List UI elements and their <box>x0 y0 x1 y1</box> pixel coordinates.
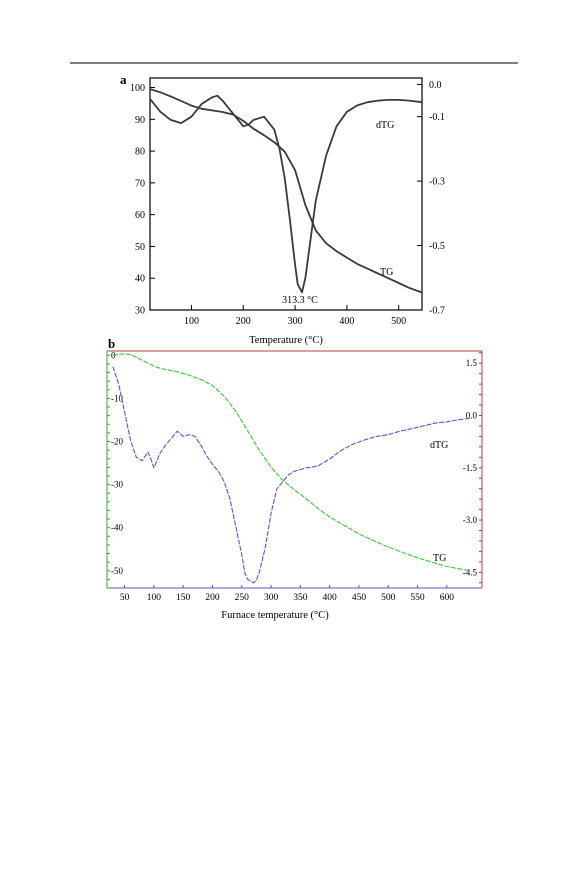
panel-a-plot-frame <box>149 77 423 311</box>
b-x-tick-label: 200 <box>205 593 220 603</box>
b-y-left-tick-label: -10 <box>111 393 123 403</box>
b-x-tick-label: 550 <box>410 593 425 603</box>
b-x-tick-label: 150 <box>176 593 191 603</box>
a-y-right-tick-label: -0.5 <box>429 241 445 252</box>
b-y-left-tick-label: -40 <box>111 523 123 533</box>
b-y-right-tick-label: -4.5 <box>463 567 478 577</box>
b-x-tick-label: 450 <box>352 593 367 603</box>
a-y-left-tick-label: 90 <box>135 115 145 126</box>
b-y-right-tick-label: -1.5 <box>463 463 478 473</box>
a-series-dtg-line <box>149 94 423 294</box>
panel-b-tg-label: TG <box>433 553 446 564</box>
a-y-right-tick-label: 0.0 <box>429 80 442 91</box>
a-y-left-tick-label: 100 <box>130 83 145 94</box>
b-x-tick-label: 400 <box>323 593 338 603</box>
a-y-left-tick-label: 50 <box>135 242 145 253</box>
a-y-right-tick-label: -0.1 <box>429 112 445 123</box>
b-x-tick-label: 350 <box>293 593 308 603</box>
panel-b-label: b <box>108 336 115 351</box>
panel-a-annotation: 313.3 °C <box>282 295 318 306</box>
b-y-left-tick-label: -50 <box>111 566 123 576</box>
panel-b-series <box>112 353 471 584</box>
a-y-left-tick-label: 40 <box>135 274 145 285</box>
a-y-left-tick-label: 60 <box>135 210 145 221</box>
a-series-tg-line <box>149 88 423 294</box>
b-y-left-tick-label: -30 <box>111 480 123 490</box>
panel-a-dtg-label: dTG <box>376 120 394 131</box>
b-x-tick-label: 50 <box>120 593 130 603</box>
panel-b-ticks: 50 100 150 200 250 300 350 400 450 500 550 6000-10-… <box>107 350 482 603</box>
b-x-tick-label: 100 <box>147 593 162 603</box>
b-series-tg-line <box>112 353 471 572</box>
b-series-dtg-line <box>112 366 471 584</box>
panel-a-label: a <box>120 72 127 87</box>
panel-b-xlabel: Furnace temperature (°C) <box>221 610 329 621</box>
panel-a-xlabel: Temperature (°C) <box>249 335 323 346</box>
a-x-tick-label: 500 <box>391 316 406 327</box>
panel-a: a 100 200 300 400 500 100 90 80 70 60 50 40 30 0.0 -0.… <box>120 72 445 346</box>
panel-a-ticks: 100 200 300 400 500 100 90 80 70 60 50 40 30 0.0 -0.1 -… <box>130 80 445 327</box>
a-y-left-tick-label: 70 <box>135 178 145 189</box>
b-x-tick-label: 500 <box>381 593 396 603</box>
a-x-tick-label: 100 <box>184 316 199 327</box>
a-x-tick-label: 400 <box>339 316 354 327</box>
b-y-right-tick-label: 1.5 <box>466 358 478 368</box>
panel-b: b 50 100 150 200 250 300 350 400 450 500 550 6000-1… <box>106 336 483 621</box>
b-x-tick-label: 600 <box>440 593 455 603</box>
b-x-tick-label: 300 <box>264 593 279 603</box>
b-y-left-tick-label: -20 <box>111 436 123 446</box>
b-y-right-tick-label: -3.0 <box>463 515 478 525</box>
panel-a-tg-label: TG <box>380 267 393 278</box>
a-x-tick-label: 200 <box>236 316 251 327</box>
b-y-right-tick-label: 0.0 <box>466 410 478 420</box>
a-x-tick-label: 300 <box>288 316 303 327</box>
a-y-right-tick-label: -0.3 <box>429 177 445 188</box>
a-y-left-tick-label: 80 <box>135 147 145 158</box>
b-x-tick-label: 250 <box>235 593 250 603</box>
a-y-right-tick-label: -0.7 <box>429 306 445 317</box>
panel-a-series <box>149 88 423 294</box>
panel-b-dtg-label: dTG <box>430 440 448 451</box>
a-y-left-tick-label: 30 <box>135 306 145 317</box>
